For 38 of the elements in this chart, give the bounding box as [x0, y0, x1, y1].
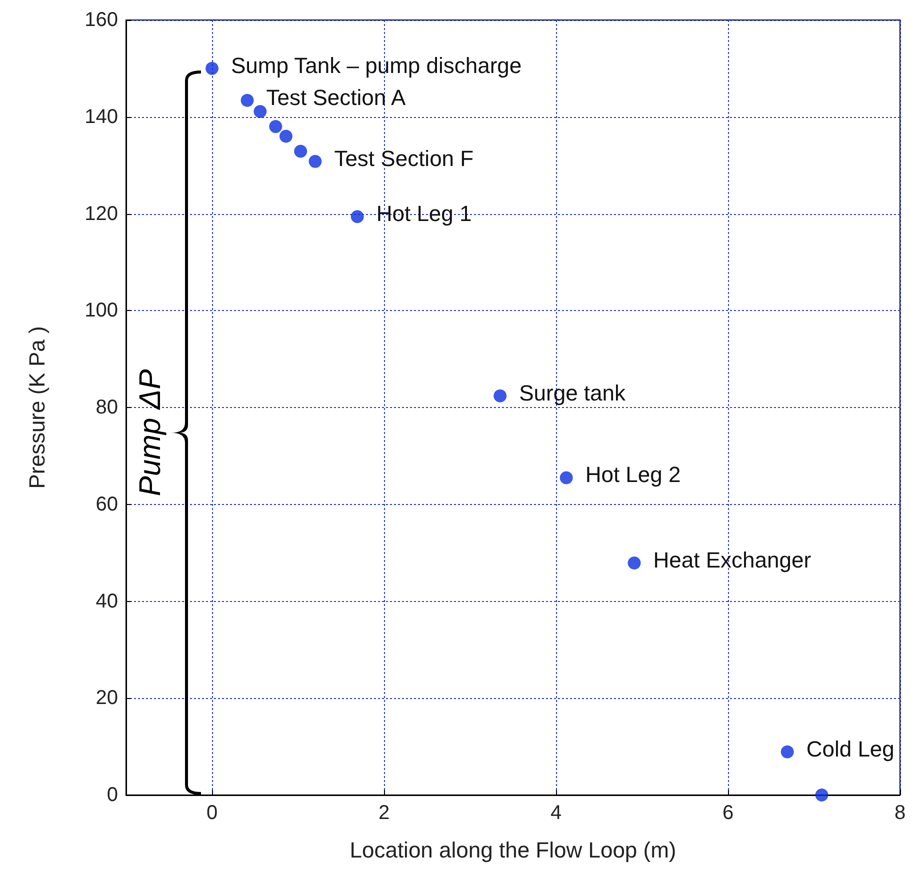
annotation: Test Section A [266, 84, 406, 110]
x-tick-label: 0 [206, 802, 218, 824]
y-tick-label: 140 [84, 106, 118, 128]
annotation: Hot Leg 2 [585, 462, 681, 488]
x-tick-label: 6 [722, 802, 734, 824]
point [494, 389, 507, 402]
point [815, 788, 828, 802]
point [560, 471, 573, 484]
y-tick-label: 0 [106, 784, 118, 806]
y-axis-title: Pressure (K Pa ) [24, 326, 50, 489]
point [240, 94, 254, 107]
y-tick-label: 100 [84, 300, 118, 322]
x-tick-label: 2 [378, 802, 390, 824]
annotation: Test Section F [334, 146, 474, 171]
point [254, 105, 267, 118]
point [206, 62, 218, 75]
point [294, 144, 308, 158]
annotation: Heat Exchanger [653, 547, 812, 572]
x-axis-title: Location along the Flow Loop (m) [350, 838, 676, 862]
y-tick-label: 80 [96, 396, 118, 418]
point [279, 130, 292, 143]
x-tick-label: 8 [894, 802, 906, 824]
point [308, 154, 322, 168]
annotation: Hot Leg 1 [376, 201, 472, 226]
y-tick-label: 20 [96, 687, 118, 710]
point [628, 556, 641, 570]
y-tick-label: 40 [96, 590, 118, 612]
annotation: Pump ΔP [134, 369, 167, 496]
annotation: Cold Leg [806, 736, 894, 762]
annotation: Surge tank [519, 380, 626, 406]
y-tick-label: 160 [84, 9, 118, 31]
annotation: Sump Tank – pump discharge [231, 52, 522, 78]
y-tick-label: 60 [96, 493, 118, 516]
y-tick-label: 120 [84, 202, 118, 225]
point [780, 745, 794, 758]
point [269, 120, 282, 134]
point [350, 210, 364, 224]
x-tick-label: 4 [550, 802, 562, 824]
